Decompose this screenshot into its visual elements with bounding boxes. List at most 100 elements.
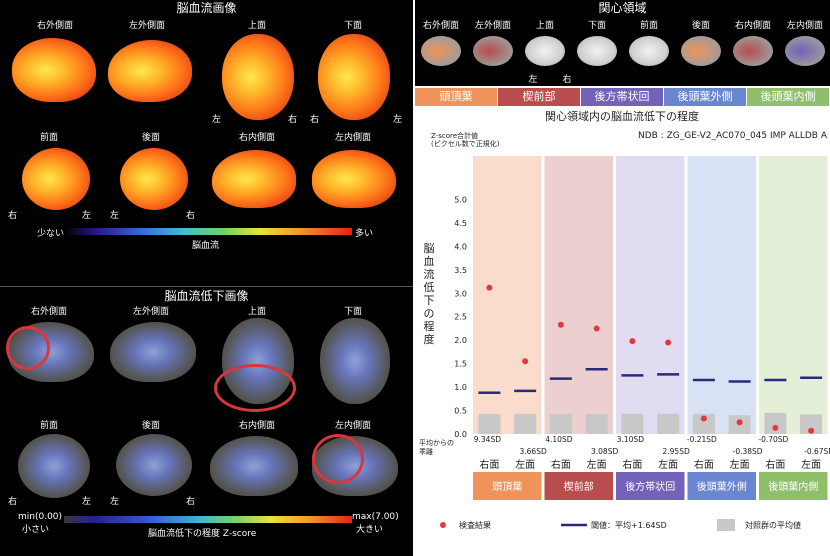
group-background	[616, 156, 685, 434]
roi-brain-thumbnail	[629, 36, 669, 66]
roi-brain-thumbnail	[525, 36, 565, 66]
group-label: 頭頂葉	[492, 480, 522, 493]
group-label-box	[473, 472, 542, 500]
view-label: 下面	[343, 21, 362, 31]
brain-image	[18, 434, 90, 498]
sd-label: 3.66SD	[520, 447, 547, 456]
y-tick-label: 0.0	[454, 430, 467, 439]
brain-image	[212, 150, 296, 208]
sd-label: 3.08SD	[591, 447, 618, 456]
view-label: 前面	[39, 421, 58, 431]
y-tick-label: 1.0	[454, 383, 467, 392]
control-mean-bar	[549, 413, 572, 434]
highlight-circle	[312, 434, 364, 484]
side-label: 左	[212, 115, 222, 125]
side-label: 左	[393, 115, 403, 125]
thumb-side-label: 右	[562, 75, 572, 85]
y-tick-label: 1.5	[454, 360, 467, 369]
view-label: 左外側面	[132, 307, 169, 317]
y-axis-label-char: の	[424, 307, 435, 320]
roi-region-strip: 頭頂葉 楔前部 後方帯状回 後頭葉外側 後頭葉内側	[415, 88, 830, 108]
result-point	[808, 427, 815, 434]
y-tick-label: 0.5	[454, 407, 467, 416]
side-label: 右	[288, 115, 298, 125]
side-label: 右	[310, 115, 320, 125]
side-label: 左	[110, 497, 120, 507]
sd-header: 平均からの	[419, 438, 454, 447]
control-mean-bar	[800, 414, 823, 434]
y-tick-label: 2.0	[454, 336, 467, 345]
roi-region-label: 後方帯状回	[581, 88, 663, 106]
brain-image-panel: 脳血流画像 右外側面 左外側面 上面 下面 左 右 右 左 前面 後面 右内側面…	[0, 0, 413, 556]
roi-brain-thumbnail	[785, 36, 825, 66]
y-axis-label-char: 度	[424, 332, 435, 346]
thumb-label: 左外側面	[474, 21, 511, 31]
color-scale-bar	[64, 228, 352, 235]
x-category-label: 左面	[515, 458, 535, 471]
highlight-circle	[6, 326, 50, 370]
thumb-label: 後面	[691, 21, 710, 31]
y-tick-label: 2.5	[454, 313, 467, 322]
y-axis-label-char: 程	[424, 320, 435, 333]
x-category-label: 左面	[730, 458, 750, 471]
side-label: 左	[82, 211, 92, 221]
group-label-box	[544, 472, 613, 500]
view-label: 後面	[141, 133, 160, 143]
divider	[0, 286, 413, 287]
control-mean-bar	[585, 413, 608, 434]
view-label: 左外側面	[128, 21, 165, 31]
ylabel-note: (ピクセル数で正規化)	[431, 139, 500, 148]
side-label: 右	[8, 211, 18, 221]
thumb-label: 下面	[587, 21, 606, 31]
scale-min-label: min(0.00)	[18, 512, 63, 522]
roi-panel: 関心領域 右外側面 左外側面 上面 下面 前面 後面 右内側面 左内側面左右 頭頂葉 楔前部 後方…	[415, 0, 830, 556]
chart-title: 関心領域内の脳血流低下の程度	[545, 109, 699, 123]
scale-max-label: max(7.00)	[352, 512, 399, 522]
view-label: 右内側面	[238, 133, 275, 143]
y-axis-label-char: 下	[424, 294, 435, 307]
thumb-label: 右内側面	[734, 21, 771, 31]
thumb-label: 前面	[639, 21, 658, 31]
view-label: 上面	[247, 307, 266, 317]
ylabel-note: Z-score合計値	[431, 131, 478, 140]
roi-region-label: 後頭葉内側	[747, 88, 829, 106]
highlight-circle	[214, 364, 296, 412]
roi-chart: 関心領域内の脳血流低下の程度 Z-score合計値(ピクセル数で正規化) NDB :…	[419, 109, 830, 531]
sd-label: 9.34SD	[474, 435, 501, 444]
group-background	[759, 156, 828, 434]
cbf-image-title: 脳血流画像	[176, 1, 237, 15]
y-tick-label: 5.0	[454, 195, 467, 204]
side-label: 左	[82, 497, 92, 507]
result-point	[629, 338, 636, 345]
brain-image	[108, 40, 192, 102]
view-label: 右外側面	[30, 307, 67, 317]
group-label-box	[616, 472, 685, 500]
brain-image	[210, 436, 298, 496]
x-category-label: 右面	[551, 458, 571, 471]
legend-control-label: 対照群の平均値	[745, 520, 801, 530]
result-point	[486, 284, 493, 291]
legend-threshold-label: 閾値：平均+1.64SD	[591, 520, 667, 530]
view-label: 上面	[247, 21, 266, 31]
group-background	[544, 156, 613, 434]
y-tick-label: 3.0	[454, 289, 467, 298]
y-tick-label: 3.5	[454, 266, 467, 275]
roi-title: 関心領域	[598, 1, 647, 15]
scale-min-sub-label: 小さい	[22, 525, 50, 535]
view-label: 下面	[343, 307, 362, 317]
thumb-side-label: 左	[528, 75, 538, 85]
y-tick-label: 4.5	[454, 219, 467, 228]
sd-label: -0.21SD	[687, 435, 717, 444]
control-mean-bar	[764, 412, 787, 434]
side-label: 左	[110, 211, 120, 221]
y-axis-label-char: 血	[424, 254, 435, 268]
control-mean-bar	[478, 413, 501, 434]
x-category-label: 左面	[658, 458, 678, 471]
result-point	[522, 358, 529, 365]
x-category-label: 右面	[765, 458, 785, 471]
x-category-label: 右面	[694, 458, 714, 471]
y-tick-label: 4.0	[454, 242, 467, 251]
view-label: 左内側面	[334, 133, 371, 143]
brain-image	[222, 34, 294, 120]
scale-mid-label: 脳血流低下の程度 Z-score	[148, 529, 257, 539]
